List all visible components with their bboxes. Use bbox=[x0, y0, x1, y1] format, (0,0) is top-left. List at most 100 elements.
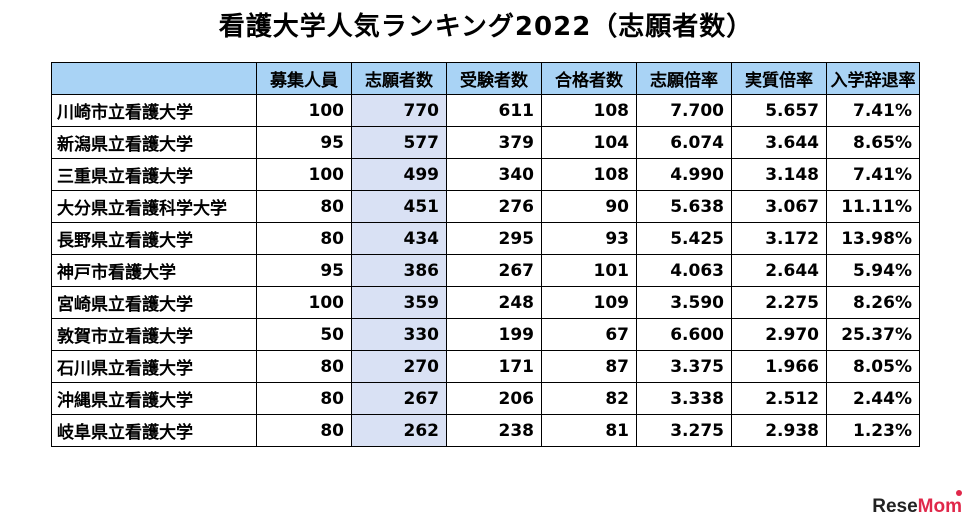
table-cell: 11.11% bbox=[826, 190, 920, 223]
table-cell: 2.512 bbox=[731, 382, 827, 415]
table-cell: 2.938 bbox=[731, 414, 827, 447]
table-cell: 577 bbox=[351, 126, 447, 159]
table-cell: 104 bbox=[541, 126, 637, 159]
table-cell: 5.94% bbox=[826, 254, 920, 287]
table-cell: 2.44% bbox=[826, 382, 920, 415]
resemom-logo: ReseMom bbox=[872, 496, 962, 518]
table-cell: 1.23% bbox=[826, 414, 920, 447]
table-cell: 238 bbox=[446, 414, 542, 447]
column-header: 合格者数 bbox=[541, 62, 637, 95]
university-name-cell: 新潟県立看護大学 bbox=[51, 126, 257, 159]
page-title: 看護大学人気ランキング2022（志願者数） bbox=[218, 12, 754, 42]
table-cell: 267 bbox=[351, 382, 447, 415]
column-header: 志願倍率 bbox=[636, 62, 732, 95]
university-name-cell: 岐阜県立看護大学 bbox=[51, 414, 257, 447]
table-cell: 611 bbox=[446, 94, 542, 127]
table-row: 長野県立看護大学 80 434 295 93 5.425 3.172 13.98% bbox=[51, 222, 920, 255]
table-cell: 87 bbox=[541, 350, 637, 383]
table-cell: 770 bbox=[351, 94, 447, 127]
table-cell: 451 bbox=[351, 190, 447, 223]
table-cell: 8.26% bbox=[826, 286, 920, 319]
table-cell: 3.067 bbox=[731, 190, 827, 223]
table-cell: 3.644 bbox=[731, 126, 827, 159]
university-name-cell: 石川県立看護大学 bbox=[51, 350, 257, 383]
table-cell: 100 bbox=[256, 158, 352, 191]
table-cell: 95 bbox=[256, 126, 352, 159]
table-cell: 3.148 bbox=[731, 158, 827, 191]
table-cell: 81 bbox=[541, 414, 637, 447]
table-row: 川崎市立看護大学 100 770 611 108 7.700 5.657 7.41% bbox=[51, 94, 920, 127]
table-cell: 2.644 bbox=[731, 254, 827, 287]
table-body: 川崎市立看護大学 100 770 611 108 7.700 5.657 7.41% 新潟県立看… bbox=[51, 94, 920, 447]
table-cell: 95 bbox=[256, 254, 352, 287]
table-row: 岐阜県立看護大学 80 262 238 81 3.275 2.938 1.23% bbox=[51, 414, 920, 447]
table-cell: 13.98% bbox=[826, 222, 920, 255]
ranking-table: 募集人員 志願者数 受験者数 合格者数 志願倍率 実質倍率 入学辞退率 川崎市立看護大学 10… bbox=[51, 62, 920, 447]
table-cell: 5.425 bbox=[636, 222, 732, 255]
table-row: 宮崎県立看護大学 100 359 248 109 3.590 2.275 8.26% bbox=[51, 286, 920, 319]
table-cell: 3.338 bbox=[636, 382, 732, 415]
column-header: 実質倍率 bbox=[731, 62, 827, 95]
column-header: 入学辞退率 bbox=[826, 62, 920, 95]
table-cell: 4.063 bbox=[636, 254, 732, 287]
table-cell: 80 bbox=[256, 414, 352, 447]
table-cell: 171 bbox=[446, 350, 542, 383]
table-cell: 2.970 bbox=[731, 318, 827, 351]
university-name-cell: 川崎市立看護大学 bbox=[51, 94, 257, 127]
table-row: 大分県立看護科学大学 80 451 276 90 5.638 3.067 11.11% bbox=[51, 190, 920, 223]
table-cell: 270 bbox=[351, 350, 447, 383]
table-cell: 7.41% bbox=[826, 158, 920, 191]
logo-dot bbox=[956, 490, 962, 496]
table-cell: 379 bbox=[446, 126, 542, 159]
table-cell: 80 bbox=[256, 382, 352, 415]
table-cell: 80 bbox=[256, 190, 352, 223]
table-cell: 276 bbox=[446, 190, 542, 223]
table-row: 沖縄県立看護大学 80 267 206 82 3.338 2.512 2.44% bbox=[51, 382, 920, 415]
table-cell: 3.275 bbox=[636, 414, 732, 447]
table-cell: 3.172 bbox=[731, 222, 827, 255]
table-cell: 8.65% bbox=[826, 126, 920, 159]
table-cell: 8.05% bbox=[826, 350, 920, 383]
table-cell: 109 bbox=[541, 286, 637, 319]
table-cell: 7.41% bbox=[826, 94, 920, 127]
table-cell: 262 bbox=[351, 414, 447, 447]
table-cell: 101 bbox=[541, 254, 637, 287]
table-cell: 108 bbox=[541, 158, 637, 191]
table-row: 敦賀市立看護大学 50 330 199 67 6.600 2.970 25.37% bbox=[51, 318, 920, 351]
column-header: 受験者数 bbox=[446, 62, 542, 95]
logo-text-2: Mom bbox=[917, 496, 962, 517]
header-row: 募集人員 志願者数 受験者数 合格者数 志願倍率 実質倍率 入学辞退率 bbox=[51, 62, 920, 95]
table-cell: 5.638 bbox=[636, 190, 732, 223]
table-cell: 82 bbox=[541, 382, 637, 415]
table-row: 神戸市看護大学 95 386 267 101 4.063 2.644 5.94% bbox=[51, 254, 920, 287]
table-cell: 6.600 bbox=[636, 318, 732, 351]
logo-text-1: Rese bbox=[872, 496, 918, 517]
table-cell: 5.657 bbox=[731, 94, 827, 127]
table-cell: 386 bbox=[351, 254, 447, 287]
table-row: 新潟県立看護大学 95 577 379 104 6.074 3.644 8.65% bbox=[51, 126, 920, 159]
table-cell: 80 bbox=[256, 222, 352, 255]
table-cell: 2.275 bbox=[731, 286, 827, 319]
table-cell: 80 bbox=[256, 350, 352, 383]
column-header: 志願者数 bbox=[351, 62, 447, 95]
table-cell: 100 bbox=[256, 94, 352, 127]
table-cell: 3.375 bbox=[636, 350, 732, 383]
table-cell: 50 bbox=[256, 318, 352, 351]
table-cell: 267 bbox=[446, 254, 542, 287]
table-cell: 295 bbox=[446, 222, 542, 255]
table-cell: 330 bbox=[351, 318, 447, 351]
table-cell: 93 bbox=[541, 222, 637, 255]
column-header: 募集人員 bbox=[256, 62, 352, 95]
table-cell: 499 bbox=[351, 158, 447, 191]
table-cell: 199 bbox=[446, 318, 542, 351]
table-row: 石川県立看護大学 80 270 171 87 3.375 1.966 8.05% bbox=[51, 350, 920, 383]
table-cell: 340 bbox=[446, 158, 542, 191]
table-cell: 4.990 bbox=[636, 158, 732, 191]
university-name-cell: 宮崎県立看護大学 bbox=[51, 286, 257, 319]
table-cell: 67 bbox=[541, 318, 637, 351]
university-name-cell: 三重県立看護大学 bbox=[51, 158, 257, 191]
table-cell: 100 bbox=[256, 286, 352, 319]
table-row: 三重県立看護大学 100 499 340 108 4.990 3.148 7.41% bbox=[51, 158, 920, 191]
university-name-cell: 神戸市看護大学 bbox=[51, 254, 257, 287]
table-cell: 1.966 bbox=[731, 350, 827, 383]
